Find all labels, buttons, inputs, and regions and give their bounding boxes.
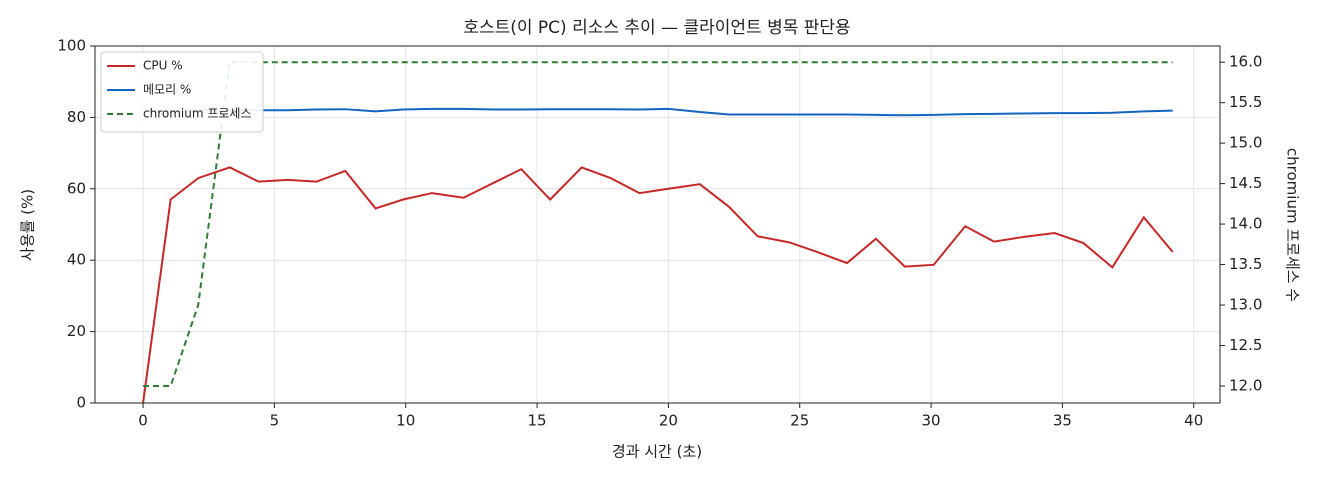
y2-tick-label: 15.5 xyxy=(1229,93,1262,111)
y2-tick-label: 13.0 xyxy=(1229,296,1262,314)
x-tick-label: 35 xyxy=(1053,412,1072,430)
x-tick-label: 0 xyxy=(138,412,148,430)
legend-box xyxy=(100,51,264,133)
plot-frame xyxy=(94,45,1221,404)
y2-tick-label: 13.5 xyxy=(1229,255,1262,273)
y2-tick-label: 14.5 xyxy=(1229,174,1262,192)
y2-tick-label: 12.0 xyxy=(1229,377,1262,395)
y-axis-label: 사용률 (%) xyxy=(19,189,37,261)
x-tick-label: 30 xyxy=(922,412,941,430)
y2-tick-label: 14.0 xyxy=(1229,215,1262,233)
x-tick-label: 10 xyxy=(396,412,415,430)
series-line xyxy=(143,61,1173,387)
y2-tick-label: 16.0 xyxy=(1229,53,1262,71)
y-tick-label: 20 xyxy=(67,322,86,340)
y-tick-label: 0 xyxy=(76,394,86,412)
x-tick-label: 40 xyxy=(1184,412,1203,430)
series-line xyxy=(142,166,1174,404)
y2-tick-label: 15.0 xyxy=(1229,134,1262,152)
legend-label: CPU % xyxy=(143,59,183,73)
x-axis-label: 경과 시간 (초) xyxy=(612,443,702,461)
x-tick-label: 5 xyxy=(270,412,280,430)
legend: CPU % 메모리 % chromium 프로세스 xyxy=(100,51,264,133)
y-tick-label: 40 xyxy=(67,251,86,269)
x-tick-label: 15 xyxy=(528,412,547,430)
chart-title: 호스트(이 PC) 리소스 추이 — 클라이언트 병목 판단용 xyxy=(463,18,850,38)
legend-label: chromium 프로세스 xyxy=(143,107,252,121)
series-line xyxy=(143,107,1173,117)
y-tick-label: 80 xyxy=(67,108,86,126)
y2-axis-label: chromium 프로세스 수 xyxy=(1284,148,1302,302)
x-tick-label: 25 xyxy=(790,412,809,430)
y-tick-label: 60 xyxy=(67,179,86,197)
y-tick-label: 100 xyxy=(57,37,86,55)
legend-label: 메모리 % xyxy=(143,83,191,97)
x-tick-label: 20 xyxy=(659,412,678,430)
y2-tick-label: 12.5 xyxy=(1229,336,1262,354)
